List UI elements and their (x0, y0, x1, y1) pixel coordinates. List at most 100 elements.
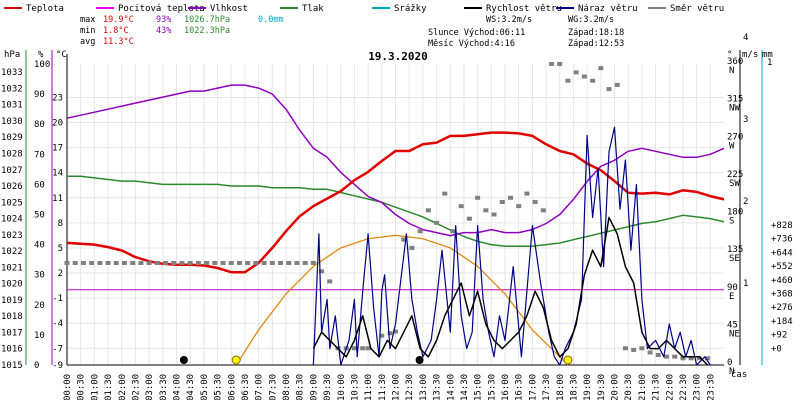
wind-dir-point (639, 346, 645, 351)
deg-unit: ° (727, 50, 732, 60)
wind-dir-point (80, 260, 86, 265)
mm-tick-label: +736 (771, 235, 793, 245)
hpa-tick-label: 1029 (1, 133, 23, 143)
x-tick-label: 02:00 (118, 374, 128, 400)
info-wg: WG:3.2m/s (568, 15, 614, 25)
mm-tick-label: +552 (771, 262, 793, 272)
temp-tick-label: 23 (52, 93, 63, 103)
legend-label-humidity: Vlhkost (210, 4, 248, 14)
x-tick-label: 12:30 (405, 374, 415, 400)
temp-unit: °C (56, 50, 67, 60)
deg-tick-label: 180 (727, 208, 743, 218)
wind-dir-point (614, 82, 620, 87)
legend-label-wind_gust: Náraz větru (578, 4, 638, 14)
x-tick-label: 06:30 (241, 374, 251, 400)
wind-dir-point (146, 260, 152, 265)
temp-tick-label: 5 (58, 244, 63, 254)
plot-area (64, 62, 725, 366)
stat-label-max: max (80, 15, 95, 25)
mm-tick-label: +460 (771, 276, 793, 286)
temp-tick-label: -4 (52, 319, 63, 329)
dir-tick-label: N (729, 66, 734, 76)
wind-dir-point (425, 208, 431, 213)
deg-tick-label: 270 (727, 132, 743, 142)
hpa-tick-label: 1015 (1, 361, 23, 371)
moonset-marker (415, 356, 424, 364)
temp-tick-label: -1 (52, 294, 63, 304)
wind-dir-point (532, 199, 538, 204)
wind-dir-point (507, 195, 513, 200)
temp-tick-label: 17 (52, 144, 63, 154)
x-tick-label: 12:00 (392, 374, 402, 400)
wind-dir-point (491, 212, 497, 217)
x-tick-label: 14:00 (446, 374, 456, 400)
dir-tick-label: S (729, 217, 734, 227)
stat-temp-max: 19.9°C (103, 15, 134, 25)
deg-tick-label: 360 (727, 57, 743, 67)
wind-dir-point (622, 346, 628, 351)
x-tick-label: 17:30 (542, 374, 552, 400)
mm-tick-label: +644 (771, 248, 793, 258)
mm-unit: mm (762, 50, 773, 60)
x-tick-label: 13:00 (419, 374, 429, 400)
x-tick-label: 10:00 (337, 374, 347, 400)
wind-dir-point (379, 333, 385, 338)
x-tick-label: 20:00 (611, 374, 621, 400)
wind-dir-point (631, 347, 637, 352)
dir-tick-label: E (729, 292, 734, 302)
x-tick-label: 19:00 (583, 374, 593, 400)
axes: 00:00 00:30 01:00 01:30 02:00 02:30 03:00 03:30… (1, 33, 793, 400)
hpa-tick-label: 1018 (1, 312, 23, 322)
temp-tick-label: -9 (52, 361, 63, 371)
deg-tick-label: 90 (727, 283, 738, 293)
hpa-tick-label: 1021 (1, 263, 23, 273)
legend-label-precip: Srážky (394, 4, 427, 14)
wind-dir-point (212, 260, 218, 265)
wind-dir-point (598, 66, 604, 71)
wind-dir-point (540, 208, 546, 213)
x-tick-label: 00:30 (77, 374, 87, 400)
wind-dir-point (245, 260, 251, 265)
x-tick-label: 00:00 (63, 374, 73, 400)
wind-dir-point (113, 260, 119, 265)
dir-tick-label: NW (729, 104, 740, 114)
wind-dir-point (179, 260, 185, 265)
stat-temp-avg: 11.3°C (103, 37, 134, 47)
hpa-tick-label: 1020 (1, 280, 23, 290)
deg-tick-label: 0 (727, 358, 732, 368)
wind-dir-point (130, 260, 136, 265)
wind-dir-point (680, 356, 686, 361)
wind-dir-point (499, 199, 505, 204)
wind-dir-point (581, 74, 587, 79)
dir-tick-label: SW (729, 179, 740, 189)
grid (66, 64, 724, 366)
x-tick-label: 08:30 (296, 374, 306, 400)
x-tick-label: 02:30 (131, 374, 141, 400)
temp-tick-label: 20 (52, 119, 63, 129)
wind-dir-point (590, 78, 596, 83)
mm-tick-label: +368 (771, 290, 793, 300)
stat-press-max: 1026.7hPa (184, 15, 230, 25)
hpa-tick-label: 1023 (1, 231, 23, 241)
x-tick-label: 20:30 (624, 374, 634, 400)
x-tick-label: 04:00 (173, 374, 183, 400)
x-tick-label: 05:30 (214, 374, 224, 400)
mm-tick-label: +828 (771, 221, 793, 231)
ms-unit: m/s (742, 50, 758, 60)
wind-dir-point (417, 229, 423, 234)
hpa-tick-label: 1032 (1, 84, 23, 94)
wind-dir-point (351, 346, 357, 351)
x-tick-label: 16:30 (515, 374, 525, 400)
wind-dir-point (64, 260, 70, 265)
hpa-tick-label: 1027 (1, 166, 23, 176)
wind-dir-point (138, 260, 144, 265)
wind-dir-point (310, 260, 316, 265)
pct-tick-label: 20 (34, 301, 45, 311)
hpa-tick-label: 1026 (1, 182, 23, 192)
wind-dir-point (105, 260, 111, 265)
x-tick-label: 03:00 (145, 374, 155, 400)
x-tick-label: 01:30 (104, 374, 114, 400)
ms-tick-label: 3 (743, 115, 748, 125)
wind-dir-point (121, 260, 127, 265)
x-tick-label: 05:00 (200, 374, 210, 400)
